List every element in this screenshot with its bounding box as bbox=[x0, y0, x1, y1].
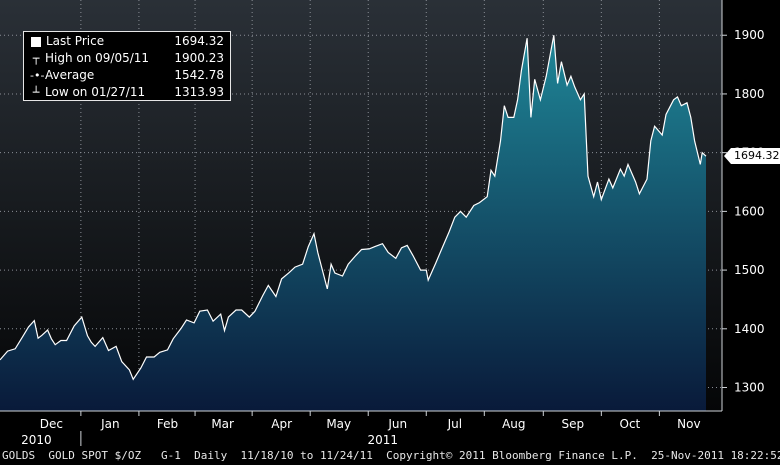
x-tick-label: Nov bbox=[677, 417, 700, 431]
x-tick-label: Mar bbox=[211, 417, 234, 431]
y-tick-label: 1300 bbox=[734, 381, 765, 395]
x-tick-label: Dec bbox=[40, 417, 63, 431]
footer-range: 11/18/10 to 11/24/11 bbox=[240, 449, 373, 462]
y-tick-label: 1900 bbox=[734, 28, 765, 42]
last-price-pointer bbox=[724, 147, 731, 164]
footer-chart-id: G-1 bbox=[160, 449, 181, 462]
x-tick-label: Apr bbox=[271, 417, 292, 431]
x-tick-label: May bbox=[326, 417, 351, 431]
x-tick-label: Sep bbox=[561, 417, 584, 431]
y-tick-label: 1500 bbox=[734, 263, 765, 277]
footer-timestamp: 25-Nov-2011 18:22:52 bbox=[651, 449, 780, 462]
x-tick-label: Jan bbox=[100, 417, 120, 431]
chart-legend: Last Price 1694.32 ┬ High on 09/05/11 190… bbox=[23, 31, 231, 101]
high-marker-icon: ┬ bbox=[32, 52, 40, 65]
footer-name: GOLD SPOT $/OZ bbox=[48, 449, 142, 462]
footer-copyright: Copyright© 2011 Bloomberg Finance L.P. bbox=[386, 449, 638, 462]
legend-high-label: High on 09/05/11 bbox=[45, 51, 150, 65]
average-marker-icon: -•- bbox=[30, 69, 45, 82]
price-line bbox=[0, 35, 707, 381]
footer-frequency: Daily bbox=[194, 449, 228, 462]
x-axis: Dec Jan Feb Mar Apr May Jun Jul Aug Sep Oct Nov 2010… bbox=[0, 410, 780, 447]
x-tick-label: Jun bbox=[387, 417, 407, 431]
y-tick-label: 1400 bbox=[734, 322, 765, 336]
price-area bbox=[0, 35, 706, 411]
footer-ticker: GOLDS bbox=[2, 449, 36, 462]
legend-low-value: 1313.93 bbox=[174, 85, 224, 99]
legend-high-value: 1900.23 bbox=[174, 51, 224, 65]
legend-last-price-label: Last Price bbox=[46, 34, 105, 48]
x-axis-band bbox=[0, 411, 780, 446]
legend-average-label: Average bbox=[45, 68, 95, 82]
y-tick-label: 1600 bbox=[734, 204, 765, 218]
y-tick-label: 1800 bbox=[734, 87, 765, 101]
year-label: 2011 bbox=[367, 433, 398, 447]
y-axis: 1300140015001600170018001900 bbox=[721, 0, 765, 411]
legend-last-price-value: 1694.32 bbox=[174, 34, 224, 48]
legend-row-high: ┬ High on 09/05/11 1900.23 bbox=[30, 50, 224, 67]
x-tick-label: Aug bbox=[502, 417, 525, 431]
year-label: 2010 bbox=[21, 433, 52, 447]
legend-average-value: 1542.78 bbox=[174, 68, 224, 82]
legend-row-low: ┴ Low on 01/27/11 1313.93 bbox=[30, 84, 224, 101]
x-tick-label: Feb bbox=[157, 417, 178, 431]
low-marker-icon: ┴ bbox=[32, 86, 40, 99]
square-icon bbox=[31, 36, 41, 47]
last-price-tag: 1694.32 bbox=[731, 147, 780, 164]
legend-row-average: -•- Average 1542.78 bbox=[30, 67, 224, 84]
legend-low-label: Low on 01/27/11 bbox=[45, 85, 146, 99]
x-tick-label: Jul bbox=[447, 417, 462, 431]
x-tick-label: Oct bbox=[620, 417, 641, 431]
legend-row-last-price: Last Price 1694.32 bbox=[30, 33, 224, 50]
chart-footer: GOLDS GOLD SPOT $/OZ G-1 Daily 11/18/10 … bbox=[0, 446, 780, 465]
